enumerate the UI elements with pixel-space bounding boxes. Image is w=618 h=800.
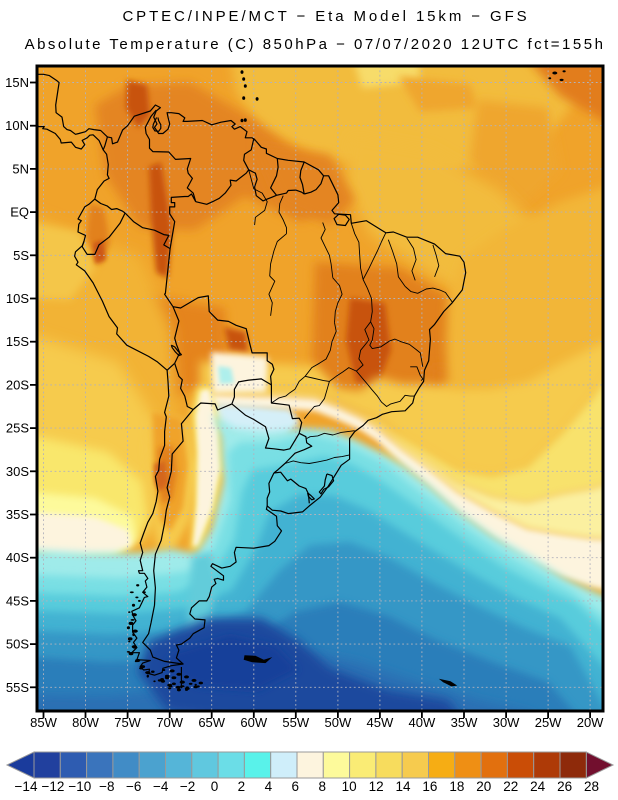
svg-text:22: 22 bbox=[503, 779, 518, 794]
svg-text:CPTEC/INPE/MCT − Eta Model 15: CPTEC/INPE/MCT − Eta Model 15km − GFS bbox=[122, 8, 529, 25]
svg-text:30S: 30S bbox=[6, 464, 29, 479]
svg-text:45S: 45S bbox=[6, 593, 29, 608]
svg-text:EQ: EQ bbox=[10, 205, 29, 220]
svg-text:25W: 25W bbox=[535, 715, 562, 730]
svg-text:15S: 15S bbox=[6, 334, 29, 349]
svg-text:−2: −2 bbox=[180, 779, 195, 794]
svg-text:65W: 65W bbox=[198, 715, 225, 730]
svg-text:25S: 25S bbox=[6, 421, 29, 436]
svg-text:40W: 40W bbox=[409, 715, 436, 730]
svg-text:−12: −12 bbox=[41, 779, 64, 794]
svg-text:−6: −6 bbox=[126, 779, 141, 794]
svg-text:55W: 55W bbox=[282, 715, 309, 730]
svg-text:80W: 80W bbox=[72, 715, 99, 730]
svg-text:0: 0 bbox=[211, 779, 219, 794]
svg-text:14: 14 bbox=[396, 779, 412, 794]
svg-text:16: 16 bbox=[422, 779, 437, 794]
svg-text:85W: 85W bbox=[30, 715, 57, 730]
svg-text:8: 8 bbox=[318, 779, 326, 794]
svg-text:30W: 30W bbox=[493, 715, 520, 730]
svg-text:10N: 10N bbox=[5, 118, 29, 133]
svg-text:10: 10 bbox=[342, 779, 357, 794]
svg-text:5N: 5N bbox=[12, 161, 29, 176]
svg-text:70W: 70W bbox=[156, 715, 183, 730]
svg-text:20S: 20S bbox=[6, 377, 29, 392]
svg-text:45W: 45W bbox=[367, 715, 394, 730]
svg-text:50S: 50S bbox=[6, 637, 29, 652]
svg-text:−10: −10 bbox=[68, 779, 91, 794]
svg-text:28: 28 bbox=[584, 779, 599, 794]
svg-text:40S: 40S bbox=[6, 550, 29, 565]
svg-text:24: 24 bbox=[530, 779, 546, 794]
svg-text:−14: −14 bbox=[15, 779, 38, 794]
svg-text:26: 26 bbox=[557, 779, 572, 794]
svg-text:55S: 55S bbox=[6, 680, 29, 695]
svg-text:−4: −4 bbox=[153, 779, 169, 794]
svg-text:Absolute Temperature (C) 850hP: Absolute Temperature (C) 850hPa − 07/07/… bbox=[25, 36, 606, 53]
svg-text:18: 18 bbox=[449, 779, 464, 794]
svg-text:−8: −8 bbox=[99, 779, 114, 794]
svg-text:6: 6 bbox=[292, 779, 300, 794]
svg-text:15N: 15N bbox=[5, 75, 29, 90]
svg-text:50W: 50W bbox=[325, 715, 352, 730]
svg-text:12: 12 bbox=[369, 779, 384, 794]
svg-text:10S: 10S bbox=[6, 291, 29, 306]
svg-text:2: 2 bbox=[238, 779, 246, 794]
svg-text:20W: 20W bbox=[577, 715, 604, 730]
svg-text:35W: 35W bbox=[451, 715, 478, 730]
svg-text:20: 20 bbox=[476, 779, 491, 794]
svg-text:5S: 5S bbox=[13, 248, 29, 263]
svg-text:35S: 35S bbox=[6, 507, 29, 522]
svg-text:60W: 60W bbox=[240, 715, 267, 730]
svg-text:75W: 75W bbox=[114, 715, 141, 730]
svg-text:4: 4 bbox=[265, 779, 273, 794]
